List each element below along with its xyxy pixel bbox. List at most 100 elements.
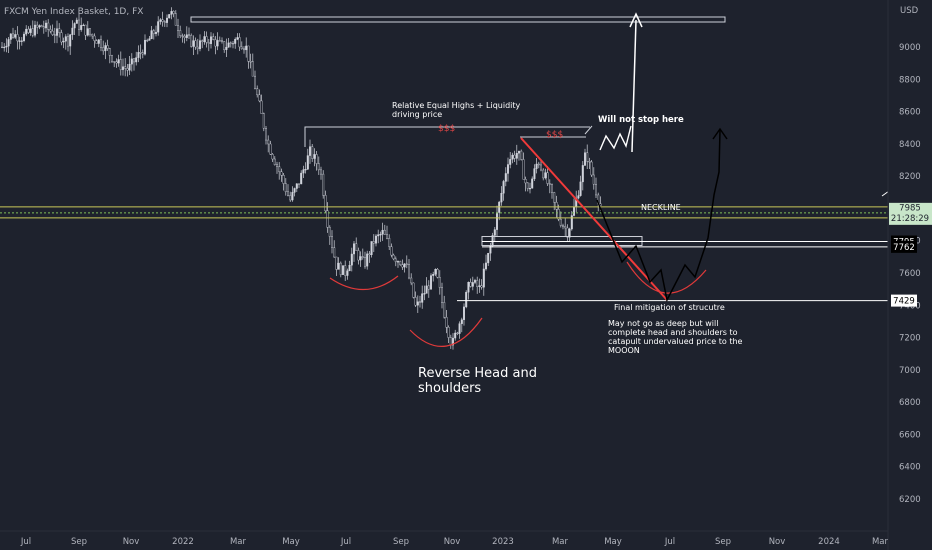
candle-body — [77, 19, 80, 30]
equal-highs-bracket[interactable] — [304, 126, 590, 147]
candle-body — [205, 36, 208, 43]
candle-body — [564, 226, 567, 229]
candle-body — [379, 234, 382, 236]
candle-body — [337, 262, 340, 270]
candle-body — [339, 262, 342, 275]
may-not-go-line-4: MOOON — [608, 346, 640, 355]
candle-body — [14, 34, 17, 38]
candle-body — [522, 159, 525, 180]
candle-body — [399, 261, 402, 265]
candle-body — [234, 39, 237, 44]
candle-body — [559, 218, 562, 226]
candle-body — [1, 46, 4, 49]
candle-body — [152, 30, 155, 34]
candle-body — [331, 236, 334, 248]
candle-body — [168, 14, 171, 19]
candle-body — [485, 262, 488, 270]
x-tick-label: Sep — [715, 537, 731, 547]
candle-body — [282, 175, 285, 184]
price-scale[interactable] — [888, 0, 932, 550]
target-arrow-line[interactable] — [631, 19, 637, 153]
top-zone-rect[interactable] — [190, 16, 726, 23]
candle-body — [324, 195, 327, 212]
candle-body — [165, 17, 168, 23]
x-tick-label: Mar — [552, 537, 569, 547]
candle-body — [3, 46, 6, 49]
candle-body — [80, 25, 83, 30]
candle-body — [520, 150, 523, 160]
money-label-right: $$$ — [546, 130, 563, 140]
candle-body — [218, 40, 221, 42]
projection-path[interactable] — [596, 129, 721, 303]
price-badge-current-value: 7985 — [899, 203, 921, 213]
red-trendline[interactable] — [520, 137, 668, 301]
candle-body — [434, 269, 437, 275]
x-tick-label: Jul — [664, 537, 675, 547]
projection-arrow-head — [712, 127, 728, 140]
candle-body — [553, 192, 556, 203]
price-badge-current[interactable] — [889, 202, 932, 225]
candle-body — [194, 40, 197, 48]
candle-body — [436, 269, 439, 278]
candle-body — [29, 28, 32, 33]
candle-body — [355, 243, 358, 251]
candle-body — [364, 257, 367, 267]
candle-body — [425, 285, 428, 294]
candle-body — [60, 32, 63, 43]
candle-body — [298, 183, 301, 185]
candle-body — [383, 229, 386, 235]
candle-body — [280, 171, 283, 176]
candle-body — [99, 39, 102, 48]
candle-body — [102, 47, 105, 52]
candle-body — [540, 164, 543, 171]
candle-body — [533, 168, 536, 180]
y-tick-label: 7600 — [899, 269, 921, 279]
white-zigzag — [599, 125, 632, 151]
candle-body — [410, 277, 413, 284]
target-arrow-head — [629, 12, 643, 28]
candle-body — [11, 33, 14, 38]
right-shoulder-arc — [626, 261, 707, 294]
candle-body — [216, 40, 219, 47]
candle-body — [590, 161, 593, 176]
candle-body — [507, 164, 510, 174]
candle-body — [128, 63, 131, 71]
candle-body — [119, 59, 122, 70]
symbol-title[interactable]: FXCM Yen Index Basket, 1D, FX — [4, 7, 143, 17]
candle-body — [137, 52, 140, 58]
candle-body — [273, 158, 276, 165]
candle-body — [537, 163, 540, 166]
candle-body — [515, 153, 518, 159]
candle-body — [542, 169, 545, 179]
candle-body — [476, 280, 479, 287]
candle-body — [562, 225, 565, 227]
candle-body — [482, 268, 485, 288]
candle-body — [106, 45, 109, 49]
reverse-hs-line-2: shoulders — [418, 381, 481, 396]
candle-body — [348, 265, 351, 272]
candle-body — [265, 128, 268, 141]
x-tick-label: Sep — [393, 537, 409, 547]
candle-body — [20, 40, 23, 42]
candle-body — [320, 169, 323, 175]
candle-body — [504, 173, 507, 182]
x-tick-label: 2023 — [492, 537, 514, 547]
candle-body — [110, 55, 113, 62]
candle-body — [190, 35, 193, 47]
candle-body — [251, 61, 254, 77]
candle-body — [368, 253, 371, 255]
candle-body — [372, 241, 375, 244]
candle-body — [432, 274, 435, 276]
candle-body — [220, 40, 223, 42]
candle-body — [262, 113, 265, 129]
candle-body — [309, 146, 312, 156]
candle-body — [75, 19, 78, 24]
price-badge[interactable] — [891, 240, 917, 253]
candle-body — [588, 161, 591, 163]
price-badge[interactable] — [891, 294, 917, 307]
candle-body — [524, 178, 527, 184]
candle-body — [397, 261, 400, 263]
reverse-hs-line-1: Reverse Head and — [418, 366, 537, 381]
candle-body — [315, 154, 318, 164]
